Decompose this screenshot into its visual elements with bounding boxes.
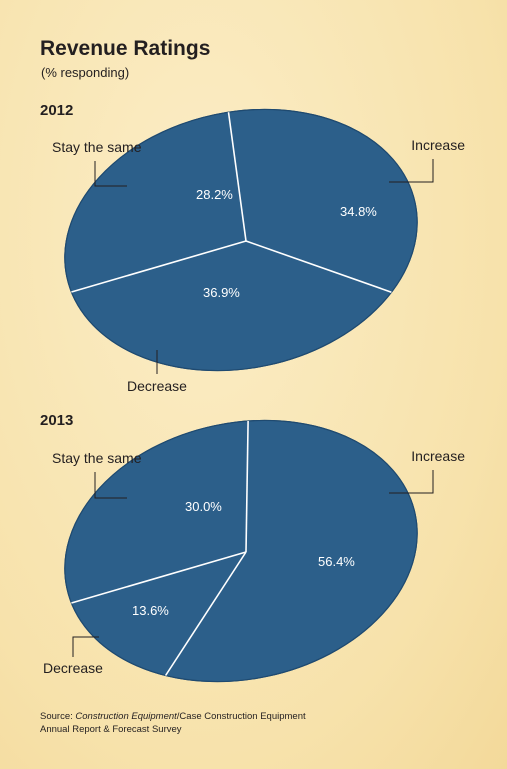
category-label-increase: Increase [411,137,465,153]
source-line2: Annual Report & Forecast Survey [40,724,182,735]
slice-divider [71,240,247,293]
pie-slice-stay-the-same [64,112,247,292]
category-label-decrease: Decrease [43,660,103,676]
leader-line-increase [389,159,434,183]
value-label-increase: 34.8% [340,204,377,219]
slice-divider [71,551,247,604]
slice-divider [245,240,392,293]
pie-slices [64,108,418,372]
category-label-decrease: Decrease [127,378,187,394]
chart-2013-title: 2013 [40,412,74,429]
leader-line-increase [389,470,434,494]
pie-slice-increase [228,109,418,293]
value-label-stay-the-same: 30.0% [185,499,222,514]
pie-slice-decrease [71,241,392,371]
slice-divider [227,112,247,242]
leader-line-stay-the-same [94,472,127,499]
slice-divider [164,551,247,676]
leader-line-decrease [72,636,99,657]
pie-slices [64,419,418,683]
pie-edge [64,108,418,372]
category-label-increase: Increase [411,448,465,464]
value-label-stay-the-same: 28.2% [196,187,233,202]
page-title: Revenue Ratings [40,37,211,60]
source-prefix: Source: [40,711,76,722]
slice-divider [245,420,249,553]
page-subtitle: (% responding) [41,65,130,80]
pie-slice-increase [165,420,418,682]
pie-edge [64,419,418,683]
pie-slice-stay-the-same [64,421,249,603]
pie-slice-decrease [71,552,247,676]
value-label-decrease: 36.9% [203,285,240,300]
source-rest: /Case Construction Equipment [176,711,306,722]
category-label-stay-the-same: Stay the same [52,139,142,155]
source-note: Source: Construction Equipment/Case Cons… [40,710,306,736]
value-label-decrease: 13.6% [132,603,169,618]
leader-line-stay-the-same [94,161,127,187]
source-publication: Construction Equipment [75,711,177,722]
chart-2012-title: 2012 [40,102,74,119]
category-label-stay-the-same: Stay the same [52,450,142,466]
value-label-increase: 56.4% [318,554,355,569]
